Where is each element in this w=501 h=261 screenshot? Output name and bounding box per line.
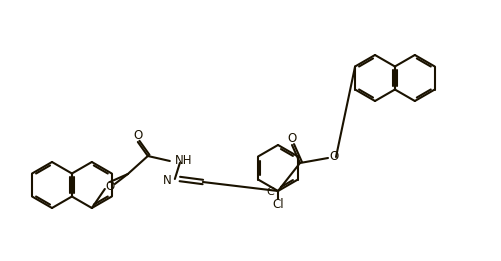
Text: NH: NH	[174, 155, 192, 168]
Text: O: O	[105, 180, 114, 193]
Text: C: C	[266, 187, 274, 197]
Text: Cl: Cl	[272, 198, 283, 211]
Text: N: N	[162, 175, 171, 187]
Text: O: O	[329, 150, 338, 163]
Text: O: O	[287, 132, 296, 145]
Text: O: O	[133, 128, 142, 141]
